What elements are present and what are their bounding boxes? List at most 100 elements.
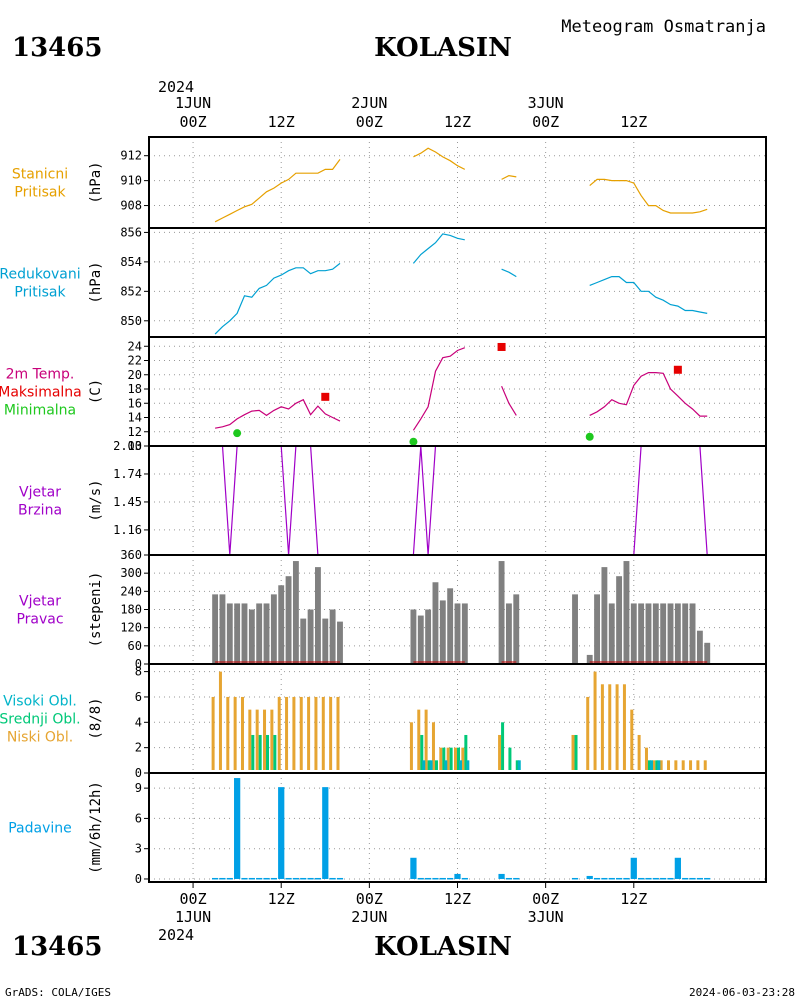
winddir-bar — [645, 603, 652, 664]
ytick-label: 854 — [120, 255, 142, 269]
precip-bar — [615, 877, 623, 880]
panel-title-line: Vjetar — [19, 594, 61, 610]
precip-bar — [513, 877, 520, 880]
winddir-bar — [315, 567, 321, 664]
ytick-label: 24 — [128, 339, 142, 353]
cloud-bar — [689, 760, 693, 770]
precip-bar — [461, 877, 468, 880]
panels: 908910912(hPa)StanicniPritisak8508528548… — [0, 136, 767, 886]
precip-bar — [263, 877, 270, 880]
top-hour-label: 00Z — [180, 113, 207, 131]
cloud-bar — [498, 734, 502, 770]
precip-bar — [439, 877, 446, 880]
winddir-bar — [498, 561, 505, 664]
winddir-bar — [212, 594, 219, 664]
ytick-label: 4 — [135, 715, 142, 729]
winddir-bar — [630, 603, 637, 664]
cloud-bar — [299, 696, 303, 770]
cloud-bar — [459, 760, 462, 770]
cloud-bar — [270, 709, 274, 770]
cloud-bar — [571, 734, 575, 770]
precip-bar — [285, 877, 292, 880]
panel-clouds: 0 2 4 6 8 (8/8) Visoki Obl. Srednji Obl. Niski O… — [0, 663, 767, 780]
cloud-bar — [657, 760, 661, 770]
cloud-bar — [292, 696, 296, 770]
precip-bar — [292, 877, 300, 880]
series-line — [501, 268, 517, 278]
precip-bar — [336, 877, 344, 880]
winddir-bar — [322, 618, 329, 664]
cloud-bar — [446, 747, 450, 770]
cloud-bar — [681, 760, 685, 770]
cloud-bar — [429, 760, 433, 770]
ytick-label: 18 — [128, 382, 142, 396]
y-axis-label: (8/8) — [88, 697, 104, 739]
cloud-bar — [600, 684, 604, 770]
cloud-bar — [652, 760, 656, 770]
ytick-label: 16 — [128, 396, 142, 410]
cloud-bar — [593, 671, 597, 770]
panel-frame — [148, 772, 767, 883]
cloud-bar — [439, 747, 443, 770]
cloud-bar — [258, 734, 262, 770]
panel-title-line: Srednji Obl. — [0, 712, 81, 728]
cloud-bar — [574, 734, 578, 770]
cloud-bar — [667, 760, 671, 770]
ytick-label: 2 — [135, 741, 142, 755]
cloud-bar — [622, 684, 626, 770]
series-line — [215, 445, 340, 556]
cloud-bar — [273, 734, 277, 770]
panel-frame — [148, 445, 767, 556]
precip-bar — [608, 877, 615, 880]
top-hour-label: 12Z — [620, 113, 647, 131]
cloud-bar — [314, 696, 318, 770]
cloud-bar — [417, 709, 421, 770]
cloud-bar — [461, 747, 465, 770]
cloud-bar — [321, 696, 325, 770]
cloud-bar — [649, 760, 653, 770]
top-year-label: 2024 — [158, 78, 194, 96]
cloud-bar — [696, 760, 700, 770]
cloud-bar — [233, 696, 237, 770]
ytick-label: 22 — [128, 354, 142, 368]
precip-bar — [322, 787, 329, 879]
ytick-label: 850 — [120, 314, 142, 328]
ytick-label: 2.03 — [113, 439, 142, 453]
ytick-label: 0 — [135, 766, 142, 780]
winddir-bar — [682, 603, 689, 664]
cloud-bar — [655, 760, 659, 770]
winddir-bar — [263, 603, 270, 664]
winddir-bar — [241, 603, 248, 664]
tmin-marker — [409, 437, 418, 446]
y-axis-label: (mm/6h/12h) — [88, 781, 104, 874]
cloud-bar — [248, 709, 252, 770]
precip-bar — [571, 877, 579, 880]
bottom-hour-label: 12Z — [444, 890, 471, 908]
series-line — [412, 233, 465, 264]
cloud-bar — [615, 684, 619, 770]
series-line — [589, 372, 708, 417]
ytick-label: 852 — [120, 284, 142, 298]
y-axis-label: (C) — [88, 379, 104, 404]
winddir-bar — [461, 603, 468, 664]
ytick-label: 20 — [128, 368, 142, 382]
bottom-date-label: 3JUN — [528, 908, 564, 926]
ytick-label: 12 — [128, 425, 142, 439]
precip-bar — [219, 877, 226, 880]
cloud-bar — [630, 709, 634, 770]
winddir-bar — [278, 585, 285, 664]
winddir-bar — [601, 567, 608, 664]
ytick-label: 3 — [135, 842, 142, 856]
ytick-label: 1.45 — [113, 495, 142, 509]
precip-bar — [623, 877, 630, 880]
bottom-date-label: 1JUN — [175, 908, 211, 926]
winddir-bar — [638, 603, 645, 664]
precip-bar — [314, 877, 322, 880]
winddir-bar — [337, 621, 343, 664]
cloud-bar — [647, 760, 651, 770]
panel-wind_speed: 1.16 1.45 1.74 2.03 (m/s) Vjetar Brzina — [18, 439, 767, 556]
precip-bar — [638, 877, 645, 880]
cloud-bar — [449, 747, 453, 770]
